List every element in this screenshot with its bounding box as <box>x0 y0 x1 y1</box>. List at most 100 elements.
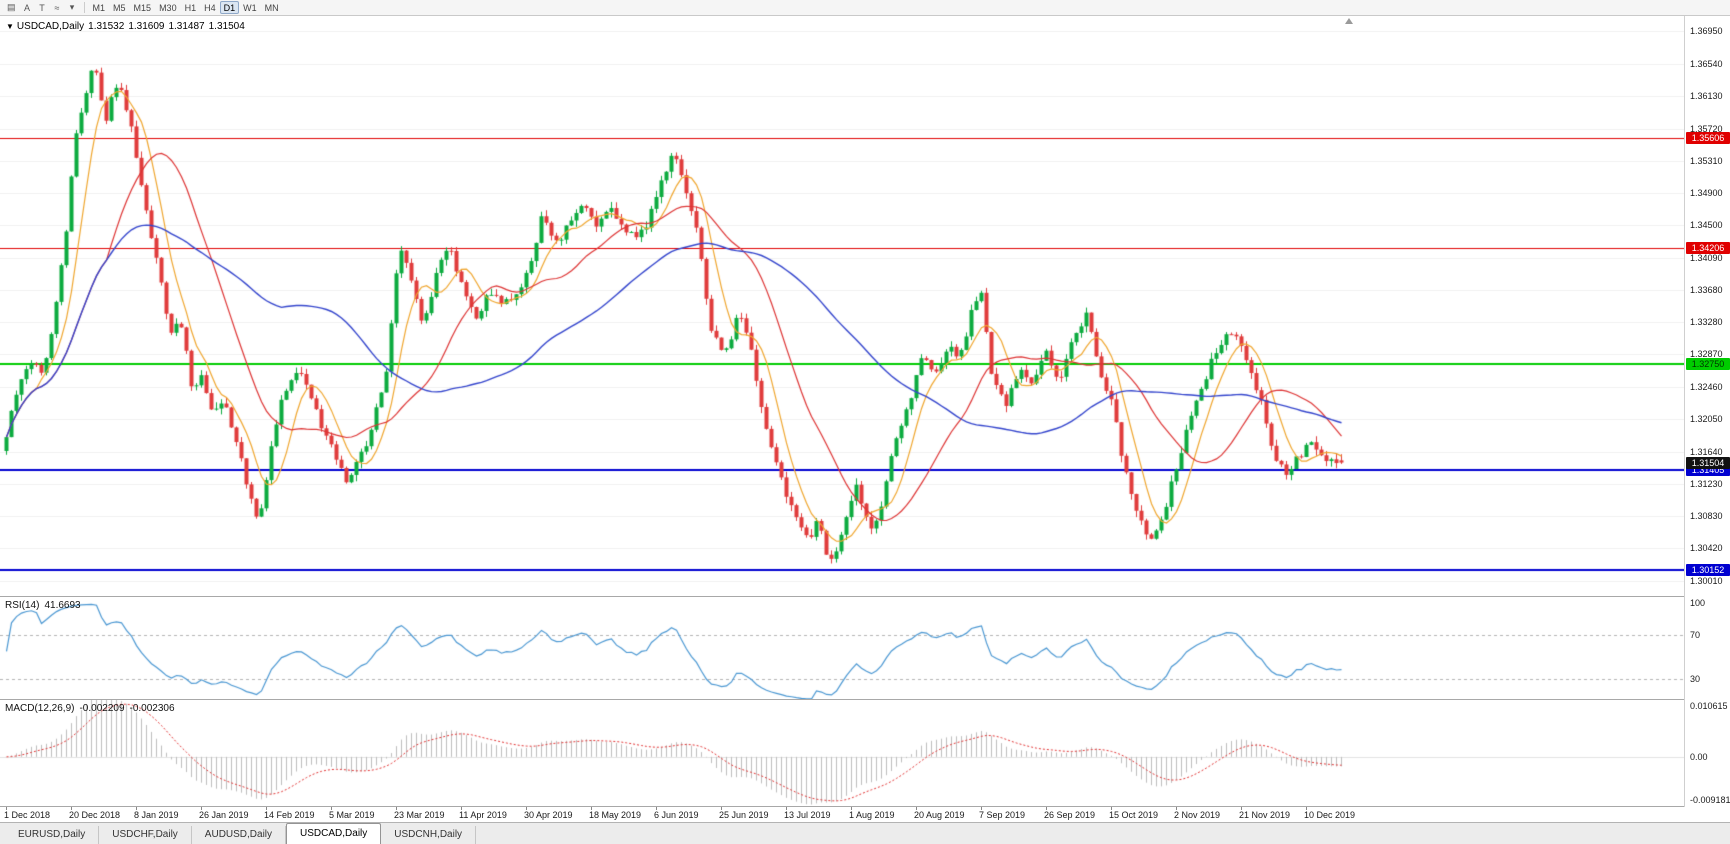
price-tick-label: 1.34500 <box>1690 220 1723 231</box>
date-label: 6 Jun 2019 <box>654 810 699 820</box>
date-tick <box>201 807 202 810</box>
date-label: 23 Mar 2019 <box>394 810 445 820</box>
price-tick-label: 1.34900 <box>1690 188 1723 199</box>
macd-main-value: -0.002209 <box>79 703 125 714</box>
low-value: 1.31487 <box>168 21 205 32</box>
chart-collapse-icon[interactable]: ▼ <box>6 22 14 31</box>
price-tick-label: 1.30830 <box>1690 510 1723 521</box>
tool-dropdown-caret-icon[interactable]: ▾ <box>69 2 75 12</box>
date-tick <box>591 807 592 810</box>
rsi-value: 41.6693 <box>44 600 81 611</box>
timeframe-button-m5[interactable]: M5 <box>113 2 126 13</box>
date-tick <box>786 807 787 810</box>
date-tick <box>916 807 917 810</box>
price-chart-canvas[interactable] <box>0 16 1684 596</box>
timeframe-button-d1[interactable]: D1 <box>219 1 240 14</box>
chart-list-icon[interactable]: ▤ <box>7 2 16 12</box>
price-tick-label: 1.32460 <box>1690 381 1723 392</box>
macd-indicator-canvas[interactable] <box>0 700 1684 806</box>
timeframe-button-m15[interactable]: M15 <box>133 2 152 13</box>
chart-shift-marker-icon[interactable] <box>1345 18 1353 24</box>
font-a-icon[interactable]: A <box>24 2 31 13</box>
date-tick <box>71 807 72 810</box>
macd-label: MACD(12,26,9) -0.002209 -0.002306 <box>5 703 180 714</box>
date-tick <box>396 807 397 810</box>
timeframe-button-w1[interactable]: W1 <box>243 2 257 13</box>
timeframe-button-mn[interactable]: MN <box>264 2 279 13</box>
timeframe-button-m1[interactable]: M1 <box>92 2 106 13</box>
price-tick-label: 1.35310 <box>1690 156 1723 166</box>
hline-price-label: 1.35606 <box>1686 131 1730 144</box>
date-tick <box>331 807 332 810</box>
timeframe-button-h4[interactable]: H4 <box>204 2 216 13</box>
rsi-scale-label: 100 <box>1690 598 1706 608</box>
date-label: 1 Aug 2019 <box>849 810 895 820</box>
price-tick-label: 1.33680 <box>1690 285 1723 296</box>
date-label: 1 Dec 2018 <box>4 810 51 820</box>
price-tick-label: 1.36130 <box>1690 91 1723 102</box>
chart-tab-bar: EURUSD,Daily USDCHF,Daily AUDUSD,Daily USDC… <box>0 822 1730 844</box>
date-label: 14 Feb 2019 <box>264 810 315 820</box>
price-tick-label: 1.31640 <box>1690 446 1723 457</box>
date-tick <box>721 807 722 810</box>
chart-ohlc-title: ▼ USDCAD,Daily 1.31532 1.31609 1.31487 1.3150… <box>6 21 249 32</box>
macd-scale-label: 0.010615 <box>1690 701 1728 711</box>
polyline-tool-icon[interactable]: ≈ <box>54 2 60 13</box>
date-label: 15 Oct 2019 <box>1109 810 1159 820</box>
rsi-label: RSI(14) 41.6693 <box>5 600 86 611</box>
chart-tab-usdcad[interactable]: USDCAD,Daily <box>286 823 382 844</box>
date-tick <box>136 807 137 810</box>
toolbar: ▤ A T ≈ ▾ M1 M5 M15 M30 H1 H4 D1 W1 MN <box>0 0 1730 16</box>
hline-price-label: 1.32750 <box>1686 357 1730 370</box>
price-tick-label: 1.33280 <box>1690 316 1723 327</box>
date-label: 26 Jan 2019 <box>199 810 249 820</box>
chart-tab-usdcnh[interactable]: USDCNH,Daily <box>381 826 477 844</box>
chart-tab-usdchf[interactable]: USDCHF,Daily <box>99 826 192 844</box>
open-value: 1.31532 <box>88 21 125 32</box>
date-tick <box>526 807 527 810</box>
date-label: 8 Jan 2019 <box>134 810 179 820</box>
date-tick <box>1176 807 1177 810</box>
date-tick <box>6 807 7 810</box>
price-tick-label: 1.32870 <box>1690 349 1723 360</box>
price-tick-label: 1.36950 <box>1690 26 1723 37</box>
drawing-tools: ▤ A T ≈ ▾ <box>3 1 80 14</box>
price-tick-label: 1.35720 <box>1690 123 1723 134</box>
rsi-indicator-canvas[interactable] <box>0 597 1684 699</box>
chart-tab-audusd[interactable]: AUDUSD,Daily <box>192 826 287 844</box>
panel-separator <box>0 806 1730 807</box>
toolbar-separator <box>83 2 85 13</box>
macd-name: MACD(12,26,9) <box>5 703 75 714</box>
date-label: 20 Dec 2018 <box>69 810 121 820</box>
panel-separator[interactable] <box>0 596 1730 597</box>
date-tick <box>1111 807 1112 810</box>
price-scale[interactable]: 1.36950 1.36540 1.36130 1.35720 1.35310 1.349… <box>1684 16 1730 807</box>
date-label: 7 Sep 2019 <box>979 810 1026 820</box>
close-value: 1.31504 <box>208 21 245 32</box>
macd-scale-label: -0.009181 <box>1690 795 1730 805</box>
date-label: 10 Dec 2019 <box>1304 810 1356 820</box>
date-tick <box>1306 807 1307 810</box>
timeframe-button-m30[interactable]: M30 <box>159 2 177 13</box>
date-label: 2 Nov 2019 <box>1174 810 1221 820</box>
date-label: 13 Jul 2019 <box>784 810 831 820</box>
price-tick-label: 1.32050 <box>1690 414 1723 425</box>
date-label: 26 Sep 2019 <box>1044 810 1096 820</box>
text-tool-icon[interactable]: T <box>39 2 45 13</box>
price-tick-label: 1.30010 <box>1690 575 1723 586</box>
timeframe-button-h1[interactable]: H1 <box>184 2 197 13</box>
panel-separator[interactable] <box>0 699 1730 700</box>
price-tick-label: 1.30420 <box>1690 543 1723 554</box>
date-tick <box>1046 807 1047 810</box>
chart-symbol-label: USDCAD,Daily <box>16 21 85 32</box>
rsi-scale-label: 70 <box>1690 629 1701 640</box>
date-axis[interactable]: 1 Dec 2018 20 Dec 2018 8 Jan 2019 26 Jan 20… <box>0 807 1684 822</box>
hline-price-label: 1.30152 <box>1686 563 1730 576</box>
date-tick <box>851 807 852 810</box>
rsi-scale-label: 30 <box>1690 674 1701 685</box>
macd-signal-value: -0.002306 <box>129 703 175 714</box>
hline-price-label: 1.34206 <box>1686 242 1730 255</box>
date-label: 5 Mar 2019 <box>329 810 375 820</box>
chart-tab-eurusd[interactable]: EURUSD,Daily <box>5 826 100 844</box>
